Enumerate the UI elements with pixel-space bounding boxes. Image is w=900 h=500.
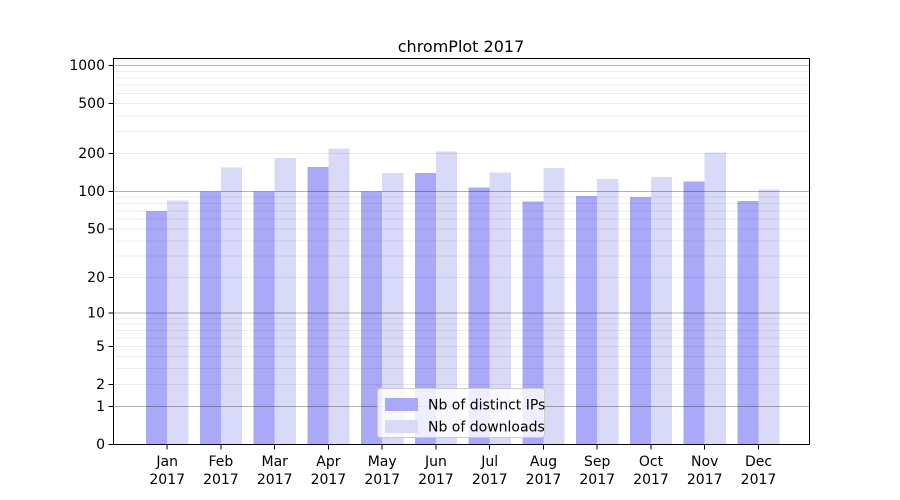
bar-nb-of-downloads-Nov bbox=[704, 152, 726, 445]
bar-nb-of-downloads-Jun bbox=[435, 151, 458, 445]
x-tick-label-month-Dec: Dec bbox=[745, 454, 772, 470]
y-tick-label-10: 10 bbox=[87, 306, 105, 322]
x-tick-label-year-May: 2017 bbox=[364, 472, 400, 488]
legend-label-distinct-ips: Nb of distinct IPs bbox=[428, 398, 545, 414]
x-tick-label-month-Mar: Mar bbox=[261, 454, 288, 470]
axes-layer bbox=[108, 58, 810, 450]
bar-nb-of-distinct-ips-Feb bbox=[199, 191, 221, 445]
x-tick-label-month-Nov: Nov bbox=[691, 454, 718, 470]
bar-nb-of-downloads-Aug bbox=[543, 168, 565, 445]
bar-nb-of-downloads-Apr bbox=[328, 148, 350, 445]
y-tick-label-5: 5 bbox=[96, 339, 105, 355]
legend-swatch-downloads bbox=[385, 420, 418, 433]
x-tick-label-month-Sep: Sep bbox=[584, 454, 611, 470]
y-tick-label-2: 2 bbox=[96, 377, 105, 393]
x-tick-label-month-Jun: Jun bbox=[424, 454, 447, 470]
bar-nb-of-downloads-Dec bbox=[758, 189, 780, 445]
y-tick-label-50: 50 bbox=[87, 221, 105, 237]
y-tick-label-1000: 1000 bbox=[69, 58, 105, 74]
x-tick-label-month-Oct: Oct bbox=[639, 454, 664, 470]
legend-box bbox=[377, 388, 545, 438]
bar-nb-of-downloads-Oct bbox=[651, 177, 673, 445]
x-tick-label-year-Apr: 2017 bbox=[311, 472, 347, 488]
y-tick-label-500: 500 bbox=[78, 96, 105, 112]
x-tick-label-year-Oct: 2017 bbox=[633, 472, 669, 488]
y-tick-label-0: 0 bbox=[96, 437, 105, 453]
chart-title: chromPlot 2017 bbox=[398, 37, 525, 56]
bar-nb-of-distinct-ips-Sep bbox=[576, 196, 598, 445]
x-tick-label-month-May: May bbox=[368, 454, 397, 470]
x-tick-label-month-Jan: Jan bbox=[155, 454, 178, 470]
bar-nb-of-distinct-ips-Oct bbox=[629, 197, 651, 445]
bar-nb-of-distinct-ips-Apr bbox=[307, 166, 329, 445]
x-tick-label-year-Jun: 2017 bbox=[418, 472, 454, 488]
bar-nb-of-distinct-ips-May bbox=[361, 191, 383, 445]
x-tick-label-year-Feb: 2017 bbox=[203, 472, 239, 488]
x-tick-label-year-Sep: 2017 bbox=[579, 472, 615, 488]
axis-labels-layer: 0 1 2 5 10 20 50 100 200 500 1000 Jan 2017 Feb 2017 Mar… bbox=[69, 58, 776, 488]
x-tick-label-month-Jul: Jul bbox=[480, 454, 498, 470]
x-tick-label-month-Apr: Apr bbox=[316, 454, 340, 470]
y-tick-label-100: 100 bbox=[78, 184, 105, 200]
bar-nb-of-downloads-Sep bbox=[597, 178, 619, 445]
x-tick-label-year-Dec: 2017 bbox=[741, 472, 777, 488]
bar-nb-of-downloads-Mar bbox=[274, 158, 296, 445]
legend-label-downloads: Nb of downloads bbox=[428, 420, 545, 436]
bar-nb-of-distinct-ips-Nov bbox=[683, 181, 705, 445]
x-tick-label-year-Jan: 2017 bbox=[149, 472, 185, 488]
x-tick-label-year-Aug: 2017 bbox=[526, 472, 562, 488]
bar-nb-of-downloads-Feb bbox=[220, 167, 243, 445]
legend-swatch-distinct-ips bbox=[385, 398, 418, 411]
bar-nb-of-downloads-May bbox=[382, 173, 404, 445]
bar-nb-of-distinct-ips-Mar bbox=[253, 191, 275, 445]
x-tick-label-year-Nov: 2017 bbox=[687, 472, 723, 488]
plot-border bbox=[113, 58, 810, 445]
bar-nb-of-distinct-ips-Jul bbox=[468, 187, 490, 445]
bar-nb-of-distinct-ips-Dec bbox=[737, 200, 759, 445]
legend: Nb of distinct IPs Nb of downloads bbox=[377, 388, 545, 438]
bar-nb-of-downloads-Jul bbox=[489, 172, 511, 445]
grid-minor-layer bbox=[113, 71, 810, 385]
bar-nb-of-distinct-ips-Jan bbox=[146, 210, 168, 445]
x-tick-label-year-Jul: 2017 bbox=[472, 472, 508, 488]
bar-nb-of-distinct-ips-Aug bbox=[522, 201, 544, 445]
bar-nb-of-distinct-ips-Jun bbox=[414, 173, 436, 445]
x-tick-label-month-Aug: Aug bbox=[530, 454, 557, 470]
bar-nb-of-downloads-Jan bbox=[167, 200, 189, 445]
y-tick-label-1: 1 bbox=[96, 399, 105, 415]
bars-layer bbox=[146, 148, 780, 445]
y-tick-label-20: 20 bbox=[87, 270, 105, 286]
y-tick-label-200: 200 bbox=[78, 146, 105, 162]
x-tick-label-year-Mar: 2017 bbox=[257, 472, 293, 488]
x-tick-label-month-Feb: Feb bbox=[209, 454, 234, 470]
